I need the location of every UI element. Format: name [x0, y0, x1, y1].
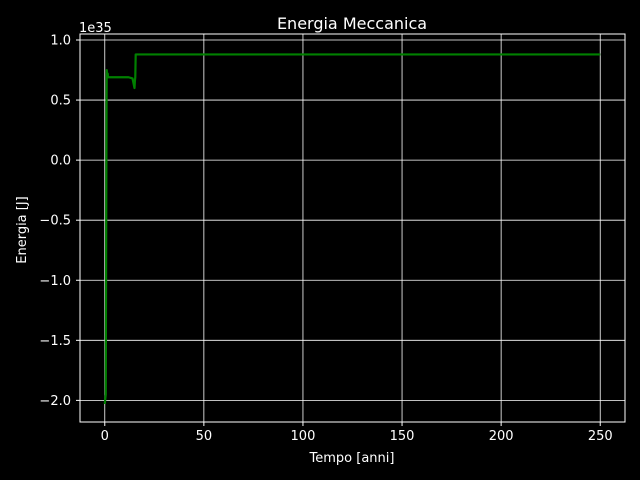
chart-title: Energia Meccanica: [277, 14, 427, 33]
ticks: 0 50 100 150 200 250 1.0 0.5 0.0 −0.5 −1.0 −1.5 −2.0: [39, 34, 612, 444]
x-tick-label: 50: [196, 429, 213, 444]
x-tick-label: 100: [291, 429, 316, 444]
y-axis-label: Energia [J]: [15, 196, 30, 264]
y-offset-label: 1e35: [79, 21, 112, 36]
plot-frame: [79, 33, 626, 423]
y-tick-label: −0.5: [39, 214, 71, 229]
y-tick-label: 0.0: [50, 154, 71, 169]
y-tick-label: −2.0: [39, 394, 71, 409]
x-tick-label: 200: [489, 429, 514, 444]
y-tick-label: −1.0: [39, 274, 71, 289]
x-tick-label: 250: [588, 429, 613, 444]
y-tick-label: −1.5: [39, 334, 71, 349]
x-axis-label: Tempo [anni]: [309, 451, 395, 466]
series-layer: [103, 53, 601, 405]
series-line-0: [103, 53, 601, 405]
grid: [80, 34, 625, 422]
y-tick-label: 0.5: [50, 94, 71, 109]
x-tick-label: 0: [101, 429, 109, 444]
y-tick-label: 1.0: [50, 34, 71, 49]
x-tick-label: 150: [390, 429, 415, 444]
